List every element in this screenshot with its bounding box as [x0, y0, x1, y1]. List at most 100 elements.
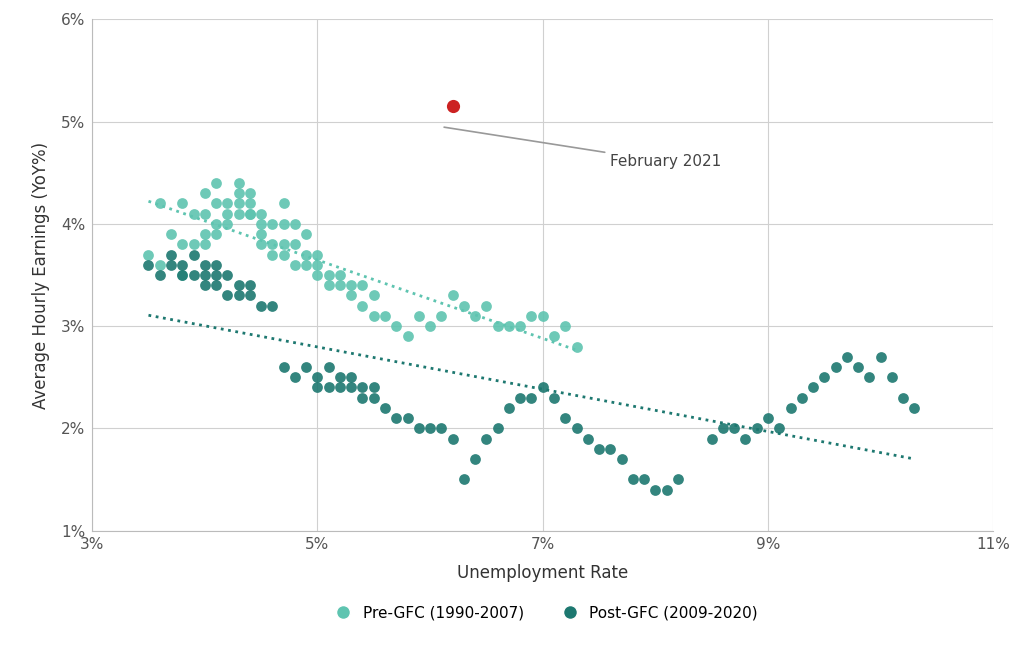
Text: February 2021: February 2021: [444, 127, 722, 170]
Point: [771, 423, 787, 433]
Point: [636, 474, 652, 485]
Point: [309, 249, 326, 259]
Point: [309, 259, 326, 270]
Point: [309, 372, 326, 382]
Point: [512, 321, 528, 331]
Point: [174, 270, 190, 280]
Point: [242, 208, 258, 219]
Point: [152, 259, 168, 270]
Point: [174, 239, 190, 250]
Point: [456, 300, 472, 311]
Point: [399, 331, 416, 342]
Point: [501, 402, 517, 413]
Point: [523, 311, 540, 321]
Point: [185, 249, 202, 259]
Point: [546, 393, 562, 403]
Point: [253, 208, 269, 219]
Point: [140, 259, 157, 270]
Point: [321, 270, 337, 280]
Point: [321, 362, 337, 372]
Point: [264, 219, 281, 229]
Point: [827, 362, 844, 372]
Point: [366, 291, 382, 301]
Point: [275, 219, 292, 229]
Point: [512, 393, 528, 403]
Point: [422, 423, 438, 433]
Point: [242, 188, 258, 199]
Point: [174, 270, 190, 280]
Point: [230, 291, 247, 301]
Point: [749, 423, 765, 433]
Point: [501, 321, 517, 331]
Point: [670, 474, 686, 485]
Point: [219, 208, 236, 219]
Point: [230, 208, 247, 219]
Point: [309, 382, 326, 393]
Point: [861, 372, 878, 382]
Point: [264, 249, 281, 259]
Point: [782, 402, 799, 413]
Point: [816, 372, 833, 382]
Point: [872, 351, 889, 362]
Point: [185, 208, 202, 219]
Point: [366, 382, 382, 393]
Point: [805, 382, 821, 393]
Point: [219, 270, 236, 280]
Point: [433, 423, 450, 433]
Point: [546, 331, 562, 342]
Point: [726, 423, 742, 433]
Point: [264, 239, 281, 250]
Point: [208, 280, 224, 291]
Point: [298, 249, 314, 259]
Point: [354, 280, 371, 291]
Point: [208, 219, 224, 229]
Point: [242, 280, 258, 291]
Point: [253, 229, 269, 239]
Point: [152, 270, 168, 280]
Point: [411, 311, 427, 321]
Point: [163, 229, 179, 239]
Point: [332, 382, 348, 393]
Point: [535, 382, 551, 393]
Point: [895, 393, 911, 403]
Point: [264, 300, 281, 311]
Point: [197, 239, 213, 250]
Point: [163, 259, 179, 270]
Point: [287, 259, 303, 270]
Point: [422, 321, 438, 331]
Point: [242, 208, 258, 219]
Point: [275, 239, 292, 250]
Point: [433, 311, 450, 321]
Point: [850, 362, 866, 372]
Point: [760, 413, 776, 423]
Point: [185, 239, 202, 250]
Point: [377, 402, 393, 413]
Point: [219, 291, 236, 301]
X-axis label: Unemployment Rate: Unemployment Rate: [457, 564, 629, 582]
Point: [321, 280, 337, 291]
Point: [478, 300, 495, 311]
Point: [197, 188, 213, 199]
Point: [253, 219, 269, 229]
Point: [287, 219, 303, 229]
Point: [242, 198, 258, 208]
Point: [332, 280, 348, 291]
Point: [839, 351, 855, 362]
Point: [197, 259, 213, 270]
Point: [309, 270, 326, 280]
Point: [219, 219, 236, 229]
Y-axis label: Average Hourly Earnings (YoY%): Average Hourly Earnings (YoY%): [32, 142, 50, 408]
Legend: Pre-GFC (1990-2007), Post-GFC (2009-2020): Pre-GFC (1990-2007), Post-GFC (2009-2020…: [322, 600, 764, 627]
Point: [580, 433, 596, 444]
Point: [287, 239, 303, 250]
Point: [568, 342, 585, 352]
Point: [208, 198, 224, 208]
Point: [602, 444, 618, 454]
Point: [467, 454, 483, 464]
Point: [163, 249, 179, 259]
Point: [197, 208, 213, 219]
Point: [354, 393, 371, 403]
Point: [321, 382, 337, 393]
Point: [230, 280, 247, 291]
Point: [343, 291, 359, 301]
